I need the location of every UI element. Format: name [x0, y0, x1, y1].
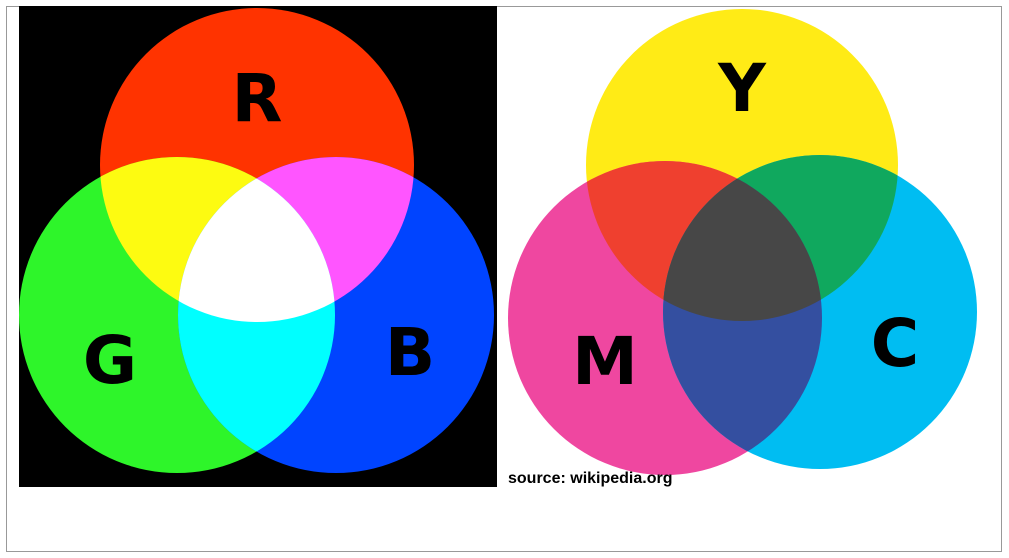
label-c: C [871, 305, 919, 382]
label-m: M [572, 323, 638, 400]
source-caption: source: wikipedia.org [20, 470, 184, 487]
source-caption: source: wikipedia.org [508, 470, 672, 487]
label-y: Y [717, 50, 767, 127]
rgb-diagram [19, 6, 497, 487]
label-r: R [232, 60, 283, 137]
white-overlap [178, 157, 335, 322]
label-g: G [83, 322, 137, 399]
label-b: B [385, 314, 435, 391]
cmy-diagram [508, 9, 977, 475]
